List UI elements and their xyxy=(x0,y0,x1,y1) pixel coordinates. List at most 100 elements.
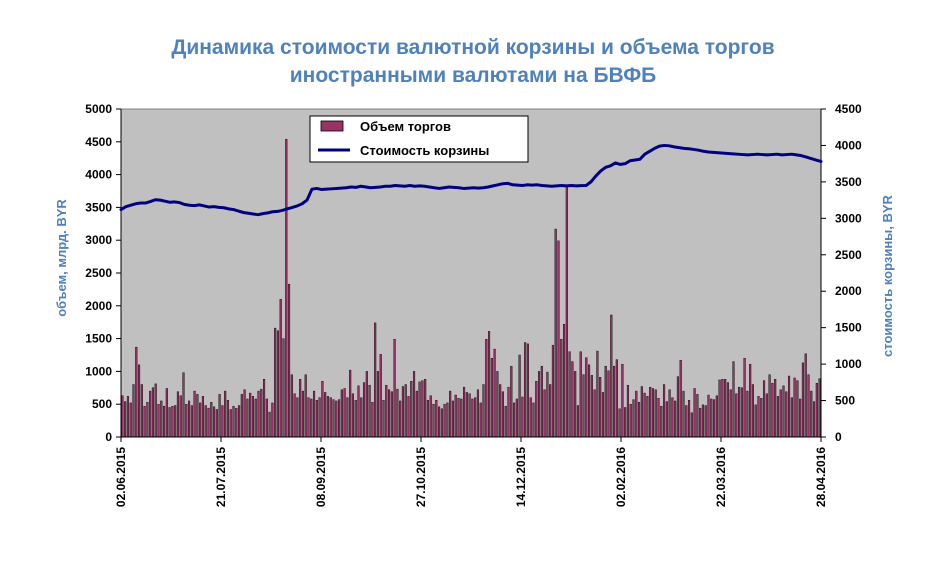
volume-bar xyxy=(218,394,221,438)
volume-bar xyxy=(162,405,166,438)
volume-bar xyxy=(129,402,132,438)
volume-bar xyxy=(374,322,377,438)
volume-bar xyxy=(612,365,616,438)
volume-bar xyxy=(640,386,643,438)
volume-bar xyxy=(399,400,402,438)
y-right-tick-label: 1000 xyxy=(835,357,862,371)
volume-bar xyxy=(274,327,277,438)
volume-bar xyxy=(187,400,191,438)
volume-bar xyxy=(335,400,338,438)
volume-bar xyxy=(660,405,663,438)
volume-bar xyxy=(321,381,324,438)
volume-bar xyxy=(749,363,752,438)
volume-bar xyxy=(454,394,457,438)
volume-bar xyxy=(215,409,218,438)
volume-bar xyxy=(687,400,691,438)
volume-bar xyxy=(624,407,627,438)
y-right-tick-label: 0 xyxy=(835,430,842,444)
volume-bar xyxy=(285,138,288,438)
volume-bar xyxy=(210,402,213,438)
volume-bar xyxy=(174,405,177,438)
volume-bar xyxy=(279,299,282,438)
volume-bar xyxy=(649,386,652,438)
legend: Объем торгов Стоимость корзины xyxy=(309,115,529,163)
volume-bar xyxy=(810,390,813,438)
x-tick-label: 28.04.2016 xyxy=(814,447,828,507)
volume-bar xyxy=(762,380,766,438)
x-tick-label: 02.02.2016 xyxy=(614,447,628,507)
volume-bar xyxy=(287,283,291,438)
volume-bar xyxy=(674,400,677,438)
volume-bar xyxy=(757,396,760,438)
volume-bar xyxy=(346,397,349,438)
volume-bar xyxy=(243,389,246,438)
volume-bar xyxy=(382,400,385,438)
legend-bars-swatch xyxy=(320,120,344,132)
volume-bar xyxy=(735,393,738,438)
volume-bar xyxy=(535,381,538,438)
volume-bar xyxy=(696,394,699,438)
volume-bar xyxy=(768,374,771,438)
volume-bar xyxy=(699,407,702,438)
volume-bar xyxy=(190,405,193,438)
volume-bar xyxy=(437,406,441,438)
volume-bar xyxy=(662,384,666,438)
volume-bar xyxy=(196,394,199,438)
y-left-tick-label: 0 xyxy=(105,430,112,444)
volume-bar xyxy=(357,385,360,438)
volume-bar xyxy=(607,370,610,438)
volume-bar xyxy=(643,392,646,438)
volume-bar xyxy=(124,401,127,438)
volume-bar xyxy=(401,386,404,438)
volume-bar xyxy=(532,402,535,438)
volume-bar xyxy=(151,387,155,438)
volume-bar xyxy=(604,365,607,438)
volume-bar xyxy=(790,397,793,438)
volume-bar xyxy=(396,388,399,438)
volume-bar xyxy=(551,344,555,438)
volume-bar xyxy=(407,396,410,438)
volume-bar xyxy=(676,376,680,438)
volume-bar xyxy=(226,400,230,438)
volume-bar xyxy=(751,384,755,438)
volume-bar xyxy=(557,240,560,438)
volume-bar xyxy=(682,390,685,438)
volume-bar xyxy=(393,339,396,438)
volume-bar xyxy=(168,407,171,438)
volume-bar xyxy=(568,351,571,438)
y-right-tick-label: 3500 xyxy=(835,175,862,189)
volume-bar xyxy=(610,314,613,438)
volume-bar xyxy=(432,404,435,438)
volume-bar xyxy=(571,361,574,438)
volume-bar xyxy=(176,391,180,438)
volume-bar xyxy=(271,402,274,438)
y-axis-right-title: стоимость корзины, BYR xyxy=(880,194,895,357)
volume-bar xyxy=(368,384,371,438)
volume-bar xyxy=(468,393,471,438)
volume-bar xyxy=(549,384,552,438)
y-left-tick-label: 2000 xyxy=(85,299,112,313)
volume-bar xyxy=(415,390,418,438)
volume-bar xyxy=(154,383,157,438)
volume-bar xyxy=(657,398,660,438)
volume-bar xyxy=(510,365,513,438)
volume-bar xyxy=(229,409,232,438)
volume-bar xyxy=(771,383,774,438)
volume-bar xyxy=(732,361,735,438)
volume-bar xyxy=(199,402,202,438)
volume-bar xyxy=(637,402,641,438)
volume-bar xyxy=(782,385,785,438)
y-left-tick-label: 5000 xyxy=(85,102,112,116)
x-tick-label: 27.10.2015 xyxy=(414,447,428,507)
volume-bar xyxy=(546,371,549,438)
volume-bar xyxy=(565,185,568,438)
y-left-tick-label: 3000 xyxy=(85,233,112,247)
volume-bar xyxy=(193,390,196,438)
volume-bar xyxy=(807,374,810,438)
volume-bar xyxy=(501,391,504,438)
volume-bar xyxy=(712,399,716,438)
volume-bar xyxy=(304,374,307,438)
volume-bar xyxy=(257,390,260,438)
volume-bar xyxy=(121,395,124,438)
